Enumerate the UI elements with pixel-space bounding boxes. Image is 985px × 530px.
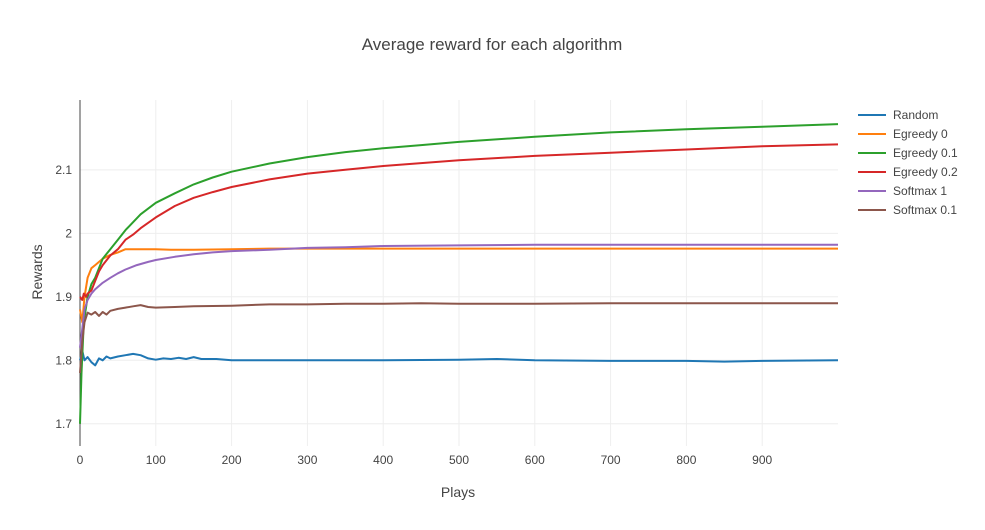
y-tick-label: 2: [65, 226, 72, 240]
series-line-2: [79, 123, 839, 424]
legend-item[interactable]: Softmax 1: [858, 184, 947, 198]
legend-label: Softmax 0.1: [893, 203, 957, 217]
legend-item[interactable]: Egreedy 0.1: [858, 146, 958, 160]
legend-label: Egreedy 0: [893, 127, 948, 141]
legend-label: Egreedy 0.2: [893, 165, 958, 179]
chart-title: Average reward for each algorithm: [362, 35, 623, 54]
series-line-0: [79, 349, 839, 367]
grid: [80, 100, 838, 446]
legend-item[interactable]: Egreedy 0: [858, 127, 948, 141]
x-tick-label: 300: [297, 453, 317, 467]
legend-label: Egreedy 0.1: [893, 146, 958, 160]
x-tick-label: 800: [676, 453, 696, 467]
series-lines: [79, 123, 839, 424]
legend-item[interactable]: Random: [858, 108, 938, 122]
legend-item[interactable]: Softmax 0.1: [858, 203, 957, 217]
legend-label: Random: [893, 108, 938, 122]
y-tick-label: 2.1: [55, 163, 72, 177]
x-tick-label: 200: [222, 453, 242, 467]
x-tick-label: 400: [373, 453, 393, 467]
y-tick-label: 1.7: [55, 417, 72, 431]
x-axis-label: Plays: [441, 484, 475, 500]
x-tick-label: 600: [525, 453, 545, 467]
series-line-3: [79, 143, 839, 301]
y-axis-label: Rewards: [29, 244, 45, 299]
series-line-5: [79, 302, 838, 374]
legend-item[interactable]: Egreedy 0.2: [858, 165, 958, 179]
legend-label: Softmax 1: [893, 184, 947, 198]
x-tick-label: 500: [449, 453, 469, 467]
y-tick-label: 1.9: [55, 290, 72, 304]
y-tick-label: 1.8: [55, 353, 72, 367]
x-tick-label: 700: [601, 453, 621, 467]
series-line-4: [79, 243, 838, 348]
series-line-1: [79, 247, 838, 324]
axes: 0 100 200 300 400 500 600 700 800 900 1.7 1.8 1.9 2 2.…: [55, 100, 773, 467]
x-tick-label: 0: [77, 453, 84, 467]
x-tick-label: 900: [752, 453, 772, 467]
legend[interactable]: Random Egreedy 0 Egreedy 0.1 Egreedy 0.2 Sof…: [858, 108, 958, 217]
x-tick-label: 100: [146, 453, 166, 467]
